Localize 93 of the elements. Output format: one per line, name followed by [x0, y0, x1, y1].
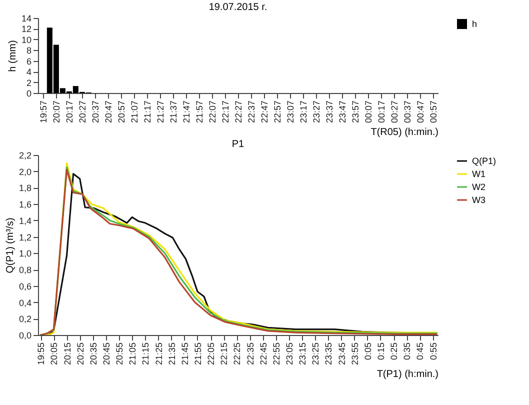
x-tick-label: 0:35: [402, 342, 412, 360]
x-tick-label: 0:45: [415, 342, 426, 360]
x-tick-label: 21:17: [142, 100, 153, 124]
x-tick-label: 21:55: [192, 342, 203, 366]
chart-title: 19.07.2015 r.: [208, 2, 268, 13]
x-tick-label: 23:47: [337, 100, 348, 124]
x-tick-label: 21:15: [140, 342, 151, 366]
x-tick-label: 23:57: [350, 100, 360, 124]
legend-label: Q(P1): [472, 156, 496, 166]
y-axis-title: Q(P1) (m³/s): [4, 218, 16, 274]
x-tick-label: 22:45: [258, 342, 268, 366]
x-tick-label: 22:47: [259, 100, 270, 124]
x-tick-label: 23:45: [336, 342, 347, 366]
y-tick-label: 1,8: [18, 183, 32, 194]
x-tick-label: 0:25: [389, 342, 400, 360]
x-tick-label: 22:25: [232, 342, 242, 366]
legend-label: h: [472, 19, 478, 29]
x-tick-label: 23:55: [350, 342, 360, 366]
x-tick-label: 20:35: [88, 342, 98, 366]
x-tick-label: 23:35: [324, 342, 334, 366]
x-tick-label: 22:05: [206, 342, 216, 366]
y-tick-label: 14: [21, 14, 32, 24]
x-tick-label: 20:05: [49, 342, 60, 366]
y-tick-label: 0,0: [18, 330, 32, 340]
x-tick-label: 23:17: [298, 100, 308, 124]
x-tick-label: 20:37: [90, 100, 101, 124]
y-tick-label: 0,4: [18, 298, 32, 308]
y-tick-label: 2,2: [18, 150, 32, 160]
y-tick-label: 6: [26, 56, 32, 66]
x-tick-label: 21:37: [168, 100, 179, 124]
legend-label: W3: [472, 195, 486, 205]
x-tick-label: 23:07: [285, 100, 296, 124]
y-tick-label: 0,6: [18, 281, 32, 292]
chart-title: P1: [232, 139, 245, 150]
x-tick-label: 21:07: [130, 100, 140, 124]
x-tick-label: 21:47: [182, 100, 192, 124]
x-tick-label: 23:37: [324, 100, 334, 124]
x-tick-label: 00:27: [389, 100, 400, 124]
x-tick-label: 0:55: [428, 342, 438, 360]
x-tick-label: 22:15: [219, 342, 230, 366]
x-tick-label: 00:37: [402, 100, 412, 124]
x-tick-label: 20:45: [101, 342, 112, 366]
y-tick-label: 1,0: [18, 248, 32, 259]
x-tick-label: 0:15: [376, 342, 386, 360]
y-tick-label: 10: [21, 34, 32, 45]
x-tick-label: 20:17: [64, 100, 75, 124]
x-tick-label: 22:27: [234, 100, 244, 124]
x-tick-label: 20:15: [62, 342, 72, 366]
y-tick-label: 8: [26, 46, 32, 56]
x-tick-label: 00:57: [428, 100, 438, 124]
x-tick-label: 23:27: [311, 100, 322, 124]
legend-label: W2: [472, 182, 486, 192]
x-tick-label: 19:55: [36, 342, 46, 366]
legend-label: W1: [472, 169, 486, 179]
y-tick-label: 2: [26, 78, 32, 88]
x-tick-label: 22:55: [271, 342, 282, 366]
x-tick-label: 20:55: [114, 342, 125, 366]
x-tick-label: 20:47: [104, 100, 114, 124]
x-axis-title: T(P1) (h:min.): [376, 369, 438, 380]
y-tick-label: 2,0: [18, 166, 32, 177]
x-tick-label: 20:25: [75, 342, 86, 366]
x-tick-label: 20:57: [116, 100, 127, 124]
x-tick-label: 20:07: [52, 100, 62, 124]
x-tick-label: 22:07: [208, 100, 218, 124]
x-tick-label: 22:57: [272, 100, 282, 124]
x-tick-label: 21:05: [128, 342, 138, 366]
x-tick-label: 00:47: [415, 100, 426, 124]
x-tick-label: 23:25: [310, 342, 321, 366]
y-axis-title: h (mm): [7, 40, 18, 72]
x-tick-label: 22:35: [245, 342, 256, 366]
x-tick-label: 21:25: [154, 342, 164, 366]
y-tick-label: 0,8: [18, 265, 32, 276]
x-axis-title: T(R05) (h:min.): [370, 127, 438, 138]
x-tick-label: 20:27: [78, 100, 88, 124]
x-tick-label: 19:57: [38, 100, 49, 124]
x-tick-label: 21:57: [194, 100, 205, 124]
y-tick-label: 0: [26, 88, 32, 98]
x-tick-label: 00:07: [363, 100, 374, 124]
y-tick-label: 0,2: [18, 314, 32, 324]
x-tick-label: 22:17: [220, 100, 231, 124]
x-tick-label: 00:17: [376, 100, 386, 124]
x-tick-label: 23:15: [298, 342, 308, 366]
y-tick-label: 1,2: [18, 232, 32, 242]
y-tick-label: 12: [21, 24, 32, 34]
y-tick-label: 1,4: [18, 216, 32, 226]
x-tick-label: 23:05: [284, 342, 294, 366]
x-tick-label: 21:45: [180, 342, 190, 366]
x-tick-label: 21:35: [166, 342, 177, 366]
x-tick-label: 21:27: [156, 100, 166, 124]
x-tick-label: 22:37: [246, 100, 256, 124]
y-tick-label: 1,6: [18, 200, 32, 210]
y-tick-label: 4: [26, 67, 32, 78]
x-tick-label: 0:05: [362, 342, 373, 360]
